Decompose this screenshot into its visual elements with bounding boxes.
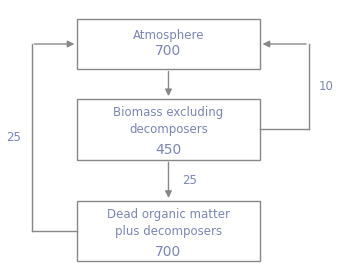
Text: 25: 25 — [7, 131, 21, 144]
Bar — [77, 201, 260, 261]
Bar — [77, 19, 260, 69]
Text: 25: 25 — [183, 174, 197, 187]
Bar — [77, 99, 260, 160]
Text: Biomass excluding
decomposers: Biomass excluding decomposers — [113, 106, 224, 136]
Text: 700: 700 — [155, 245, 181, 258]
Text: 450: 450 — [155, 143, 181, 157]
Text: Atmosphere: Atmosphere — [133, 29, 204, 42]
Text: 700: 700 — [155, 44, 181, 58]
Text: Dead organic matter
plus decomposers: Dead organic matter plus decomposers — [107, 208, 230, 238]
Text: 10: 10 — [319, 80, 334, 93]
